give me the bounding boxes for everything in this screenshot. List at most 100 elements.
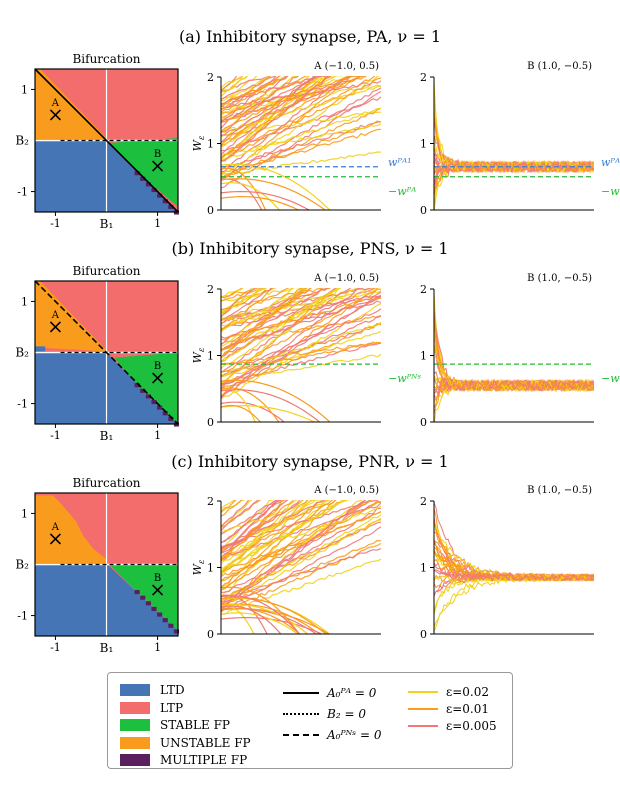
panel-title: A (−1.0, 0.5) xyxy=(313,273,379,284)
point-b-label: B xyxy=(154,149,161,160)
trajectory-line xyxy=(221,182,281,210)
reference-line-label: wᴾᴬ¹ xyxy=(601,156,620,169)
trajectory-line xyxy=(221,288,329,325)
multiple-fp-cell xyxy=(145,182,151,187)
legend-item-unstable-fp: UNSTABLE FP xyxy=(120,734,251,752)
y-tick-label: 1 xyxy=(207,562,214,575)
legend-label: LTP xyxy=(160,700,184,715)
trajectory-line xyxy=(221,500,329,599)
trajectory-line xyxy=(434,81,594,173)
a0-zero-boundary xyxy=(34,280,179,425)
trajectory-line xyxy=(221,603,321,634)
trajectory-line xyxy=(221,288,309,359)
trajectory-line xyxy=(221,90,381,189)
legend-label: ε=0.005 xyxy=(446,719,497,733)
y-tick-label: 1 xyxy=(207,350,214,363)
legend-label: STABLE FP xyxy=(160,718,230,732)
trajectory-line xyxy=(221,502,381,559)
trajectory-line xyxy=(221,76,272,110)
multiple-fp-region xyxy=(134,590,180,634)
multiple-fp-cell xyxy=(157,612,163,617)
trajectory-line xyxy=(221,76,277,100)
bifurcation-title: Bifurcation xyxy=(72,264,140,278)
multiple-fp-cell xyxy=(162,199,168,204)
multiple-fp-cell xyxy=(168,623,174,628)
trajectory-line xyxy=(434,295,594,392)
trajectory-line xyxy=(221,505,381,559)
panel-title: B (1.0, −0.5) xyxy=(527,273,592,284)
trajectory-line xyxy=(221,295,381,390)
trajectory-line xyxy=(221,586,301,634)
trajectory-line xyxy=(221,288,313,352)
legend-item-eps-2: ε=0.005 xyxy=(408,717,497,735)
trajectory-line xyxy=(221,76,317,147)
y-tick-label: 1 xyxy=(21,507,28,520)
trajectory-line xyxy=(221,121,381,171)
trajectory-line xyxy=(221,500,285,561)
trajectories xyxy=(221,500,381,634)
point-b-label: B xyxy=(154,573,161,584)
legend-label: A₀ᴾᴺˢ = 0 xyxy=(327,728,382,742)
trajectory-line xyxy=(221,288,381,321)
trajectory-line xyxy=(221,76,277,123)
stable-fp-region xyxy=(109,137,178,207)
trajectories xyxy=(221,288,381,422)
trajectory-line xyxy=(221,404,262,422)
trajectory-line xyxy=(221,388,256,422)
y-axis-label: B₂ xyxy=(15,346,29,360)
a0-zero-boundary xyxy=(34,68,179,213)
trajectory-line xyxy=(221,387,280,422)
trajectories xyxy=(434,502,594,632)
trajectory-line xyxy=(221,608,330,634)
trajectory-line xyxy=(221,500,282,553)
trajectory-line xyxy=(221,500,367,608)
y-tick-label: 0 xyxy=(420,416,427,429)
legend-label: B₂ = 0 xyxy=(327,707,366,721)
trajectory-line xyxy=(221,500,262,529)
y-tick-label: -1 xyxy=(17,186,28,199)
point-b-marker xyxy=(152,372,164,384)
trajectory-line xyxy=(434,569,594,583)
y-tick-label: 1 xyxy=(420,350,427,363)
trajectory-line xyxy=(221,500,295,562)
multiple-fp-cell xyxy=(134,171,140,176)
trajectory-line xyxy=(221,76,324,124)
trajectory-line xyxy=(221,500,381,582)
panel-title: A (−1.0, 0.5) xyxy=(313,61,379,72)
y-tick-label: 1 xyxy=(21,83,28,96)
panel-a-plot: A (−1.0, 0.5) 0 1 2 Wε xyxy=(191,485,381,641)
trajectory-line xyxy=(221,500,313,564)
bifurcation-plot: Bifurcation A B -1 1 B₁ 1 -1 B₂ xyxy=(15,476,180,655)
y-tick-label: 2 xyxy=(420,71,427,84)
reference-line-label: −wᴾᴺˢ xyxy=(388,372,421,385)
legend-label: A₀ᴾᴬ = 0 xyxy=(327,686,377,700)
trajectory-line xyxy=(434,160,594,186)
trajectory-line xyxy=(434,310,594,392)
trajectory-line xyxy=(221,321,381,376)
trajectory-line xyxy=(221,288,358,351)
x-tick-label: 1 xyxy=(154,641,161,654)
trajectory-line xyxy=(221,178,327,210)
trajectory-line xyxy=(434,313,594,393)
y-tick-label: 0 xyxy=(420,628,427,641)
legend-label: ε=0.02 xyxy=(446,685,489,699)
trajectory-line xyxy=(221,405,316,422)
y-tick-label: 2 xyxy=(207,71,214,84)
x-tick-label: 1 xyxy=(154,217,161,230)
trajectory-line xyxy=(434,294,594,393)
trajectory-line xyxy=(221,500,349,573)
legend-item-eps-0: ε=0.02 xyxy=(408,683,489,701)
legend-line-swatch xyxy=(408,708,438,710)
multiple-fp-cell xyxy=(140,176,146,181)
trajectory-line xyxy=(221,76,332,161)
panel-a-plot: A (−1.0, 0.5) wᴾᴬ¹ −wᴾᴬ 0 1 2 Wε xyxy=(191,61,416,217)
multiple-fp-cell xyxy=(145,394,151,399)
trajectory-line xyxy=(221,514,381,601)
x-tick-label: -1 xyxy=(50,217,61,230)
trajectory-line xyxy=(221,288,303,359)
trajectory-line xyxy=(221,288,273,315)
multiple-fp-cell xyxy=(168,204,174,209)
y-tick-label: 0 xyxy=(207,204,214,217)
trajectory-line xyxy=(221,379,331,422)
trajectory-line xyxy=(221,500,250,527)
